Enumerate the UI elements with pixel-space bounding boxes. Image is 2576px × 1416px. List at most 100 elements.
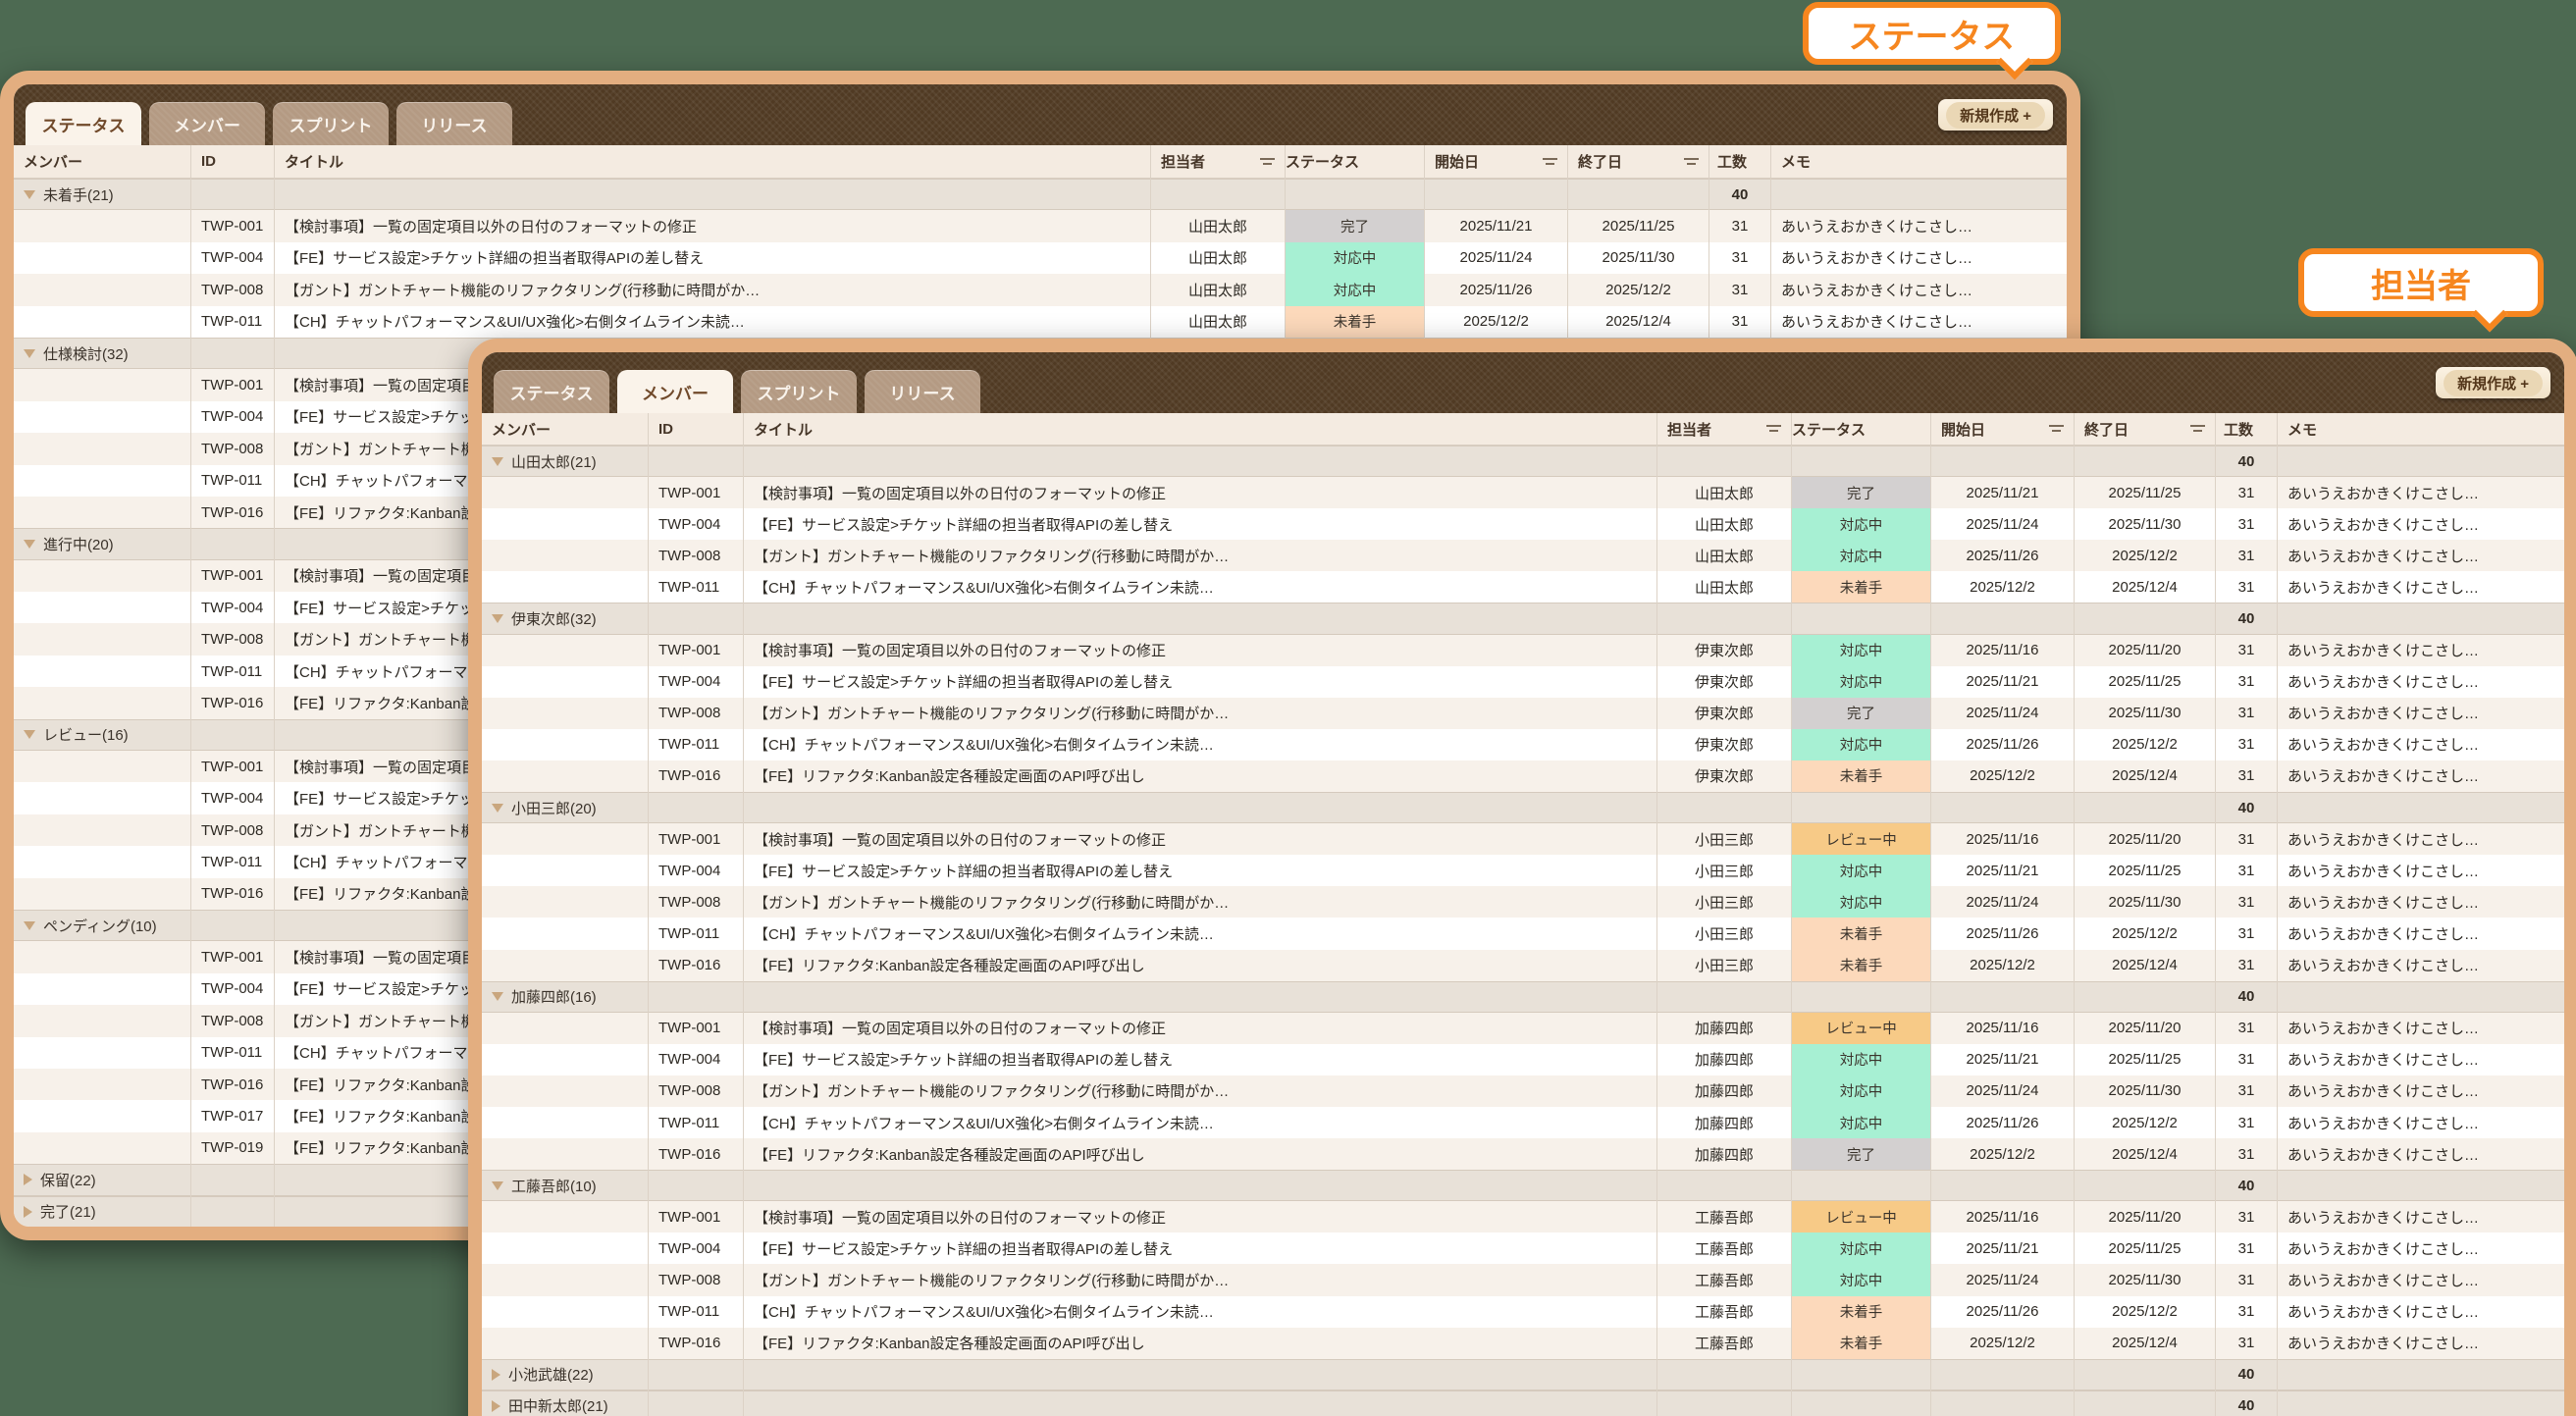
cell-memo: あいうえおかきくけこさし… bbox=[2287, 831, 2480, 849]
chevron-down-icon[interactable] bbox=[492, 614, 503, 624]
filter-icon[interactable] bbox=[1766, 424, 1781, 434]
cell-assignee: 山田太郎 bbox=[1151, 305, 1286, 338]
task-row[interactable]: TWP-001 【検討事項】一覧の固定項目以外の日付のフォーマットの修正 山田太郎完… bbox=[482, 477, 2564, 509]
group-row[interactable]: 未着手(21) 40 bbox=[14, 179, 2067, 211]
task-row[interactable]: TWP-001 【検討事項】一覧の固定項目以外の日付のフォーマットの修正 加藤四郎レ… bbox=[482, 1012, 2564, 1044]
chevron-down-icon[interactable] bbox=[24, 189, 35, 199]
task-row[interactable]: TWP-004 【FE】サービス設定>チケット詳細の担当者取得APIの差し替え 小田… bbox=[482, 855, 2564, 887]
task-row[interactable]: TWP-001 【検討事項】一覧の固定項目以外の日付のフォーマットの修正 小田三郎レ… bbox=[482, 823, 2564, 856]
group-cell-memo bbox=[2278, 603, 2564, 634]
cell-id: TWP-016 bbox=[191, 877, 275, 910]
group-row[interactable]: 山田太郎(21) 40 bbox=[482, 446, 2564, 478]
task-row[interactable]: TWP-011【CH】チャットパフォーマンス&UI/UX強化>右側タイムライン未… bbox=[482, 1295, 2564, 1328]
chevron-right-icon[interactable] bbox=[24, 1174, 32, 1186]
task-row[interactable]: TWP-011【CH】チャットパフォーマンス&UI/UX強化>右側タイムライン未… bbox=[482, 918, 2564, 950]
cell-assignee: 山田太郎 bbox=[1151, 274, 1286, 306]
task-row[interactable]: TWP-004 【FE】サービス設定>チケット詳細の担当者取得APIの差し替え 伊東… bbox=[482, 665, 2564, 698]
task-row[interactable]: TWP-011【CH】チャットパフォーマンス&UI/UX強化>右側タイムライン未… bbox=[482, 1106, 2564, 1139]
filter-icon[interactable] bbox=[1260, 157, 1275, 167]
group-cell-title bbox=[744, 1358, 1657, 1390]
cell-id: TWP-011 bbox=[649, 1106, 744, 1139]
cell-member bbox=[14, 813, 191, 847]
task-row[interactable]: TWP-016 【FE】リファクタ:Kanban設定各種設定画面のAPI呼び出し小… bbox=[482, 949, 2564, 981]
cell-member bbox=[482, 634, 649, 666]
group-row[interactable]: 小田三郎(20) 40 bbox=[482, 792, 2564, 824]
task-row[interactable]: TWP-016 【FE】リファクタ:Kanban設定各種設定画面のAPI呼び出し加… bbox=[482, 1138, 2564, 1171]
cell-member bbox=[482, 823, 649, 856]
task-row[interactable]: TWP-011【CH】チャットパフォーマンス&UI/UX強化>右側タイムライン未… bbox=[482, 728, 2564, 760]
tab-スプリント[interactable]: スプリント bbox=[273, 102, 389, 145]
tab-ステータス[interactable]: ステータス bbox=[26, 102, 141, 145]
cell-title: 【ガント】ガントチャート機能のリファクタリング(行移動に時間がか… bbox=[744, 1264, 1657, 1296]
chevron-down-icon[interactable] bbox=[24, 920, 35, 930]
group-label: 小田三郎(20) bbox=[511, 800, 597, 817]
column-header-start[interactable]: 開始日 bbox=[1425, 145, 1568, 178]
cell-assignee: 山田太郎 bbox=[1657, 540, 1792, 572]
create-new-button[interactable]: 新規作成 + bbox=[1938, 99, 2053, 131]
chevron-right-icon[interactable] bbox=[24, 1205, 32, 1218]
chevron-down-icon[interactable] bbox=[492, 1180, 503, 1190]
tab-リリース[interactable]: リリース bbox=[396, 102, 512, 145]
group-cell-member: 保留(22) bbox=[14, 1164, 191, 1196]
task-row[interactable]: TWP-004 【FE】サービス設定>チケット詳細の担当者取得APIの差し替え 加藤… bbox=[482, 1043, 2564, 1075]
column-header-assignee[interactable]: 担当者 bbox=[1657, 413, 1792, 445]
column-header-assignee[interactable]: 担当者 bbox=[1151, 145, 1286, 178]
tab-メンバー[interactable]: メンバー bbox=[617, 370, 733, 413]
cell-id: TWP-011 bbox=[191, 655, 275, 688]
cell-status: レビュー中 bbox=[1792, 1201, 1931, 1233]
chevron-down-icon[interactable] bbox=[492, 803, 503, 813]
cell-member bbox=[482, 540, 649, 572]
group-cell-end bbox=[2075, 603, 2216, 635]
task-row[interactable]: TWP-008 【ガント】ガントチャート機能のリファクタリング(行移動に時間がか…… bbox=[14, 274, 2067, 306]
task-row[interactable]: TWP-008 【ガント】ガントチャート機能のリファクタリング(行移動に時間がか…… bbox=[482, 886, 2564, 918]
filter-icon[interactable] bbox=[1543, 157, 1557, 167]
task-row[interactable]: TWP-004 【FE】サービス設定>チケット詳細の担当者取得APIの差し替え 山田… bbox=[14, 241, 2067, 275]
cell-status: レビュー中 bbox=[1792, 823, 1931, 856]
chevron-down-icon[interactable] bbox=[492, 456, 503, 466]
group-cell-title bbox=[744, 446, 1657, 478]
cell-title: 【FE】リファクタ:Kanban設定各種設定画面のAPI呼び出し bbox=[744, 1327, 1657, 1359]
task-row[interactable]: TWP-016 【FE】リファクタ:Kanban設定各種設定画面のAPI呼び出し工… bbox=[482, 1327, 2564, 1359]
group-row[interactable]: 加藤四郎(16) 40 bbox=[482, 980, 2564, 1013]
group-row[interactable]: 小池武雄(22) 40 bbox=[482, 1358, 2564, 1390]
tab-スプリント[interactable]: スプリント bbox=[741, 370, 857, 413]
task-row[interactable]: TWP-004 【FE】サービス設定>チケット詳細の担当者取得APIの差し替え 工藤… bbox=[482, 1232, 2564, 1265]
filter-icon[interactable] bbox=[1684, 157, 1699, 167]
chevron-down-icon[interactable] bbox=[492, 992, 503, 1002]
task-row[interactable]: TWP-004 【FE】サービス設定>チケット詳細の担当者取得APIの差し替え 山田… bbox=[482, 508, 2564, 541]
group-row[interactable]: 田中新太郎(21) 40 bbox=[482, 1390, 2564, 1416]
chevron-right-icon[interactable] bbox=[492, 1399, 500, 1412]
group-row[interactable]: 工藤吾郎(10) 40 bbox=[482, 1170, 2564, 1202]
cell-id: TWP-011 bbox=[191, 305, 275, 338]
chevron-down-icon[interactable] bbox=[24, 539, 35, 549]
task-row[interactable]: TWP-008 【ガント】ガントチャート機能のリファクタリング(行移動に時間がか…… bbox=[482, 1075, 2564, 1107]
filter-icon[interactable] bbox=[2049, 424, 2064, 434]
chevron-down-icon[interactable] bbox=[24, 730, 35, 740]
task-row[interactable]: TWP-001 【検討事項】一覧の固定項目以外の日付のフォーマットの修正 山田太郎完… bbox=[14, 210, 2067, 242]
task-row[interactable]: TWP-016 【FE】リファクタ:Kanban設定各種設定画面のAPI呼び出し伊… bbox=[482, 760, 2564, 793]
task-row[interactable]: TWP-008 【ガント】ガントチャート機能のリファクタリング(行移動に時間がか…… bbox=[482, 1264, 2564, 1296]
chevron-right-icon[interactable] bbox=[492, 1368, 500, 1381]
task-row[interactable]: TWP-008 【ガント】ガントチャート機能のリファクタリング(行移動に時間がか…… bbox=[482, 697, 2564, 729]
cell-member bbox=[14, 433, 191, 465]
column-header-end[interactable]: 終了日 bbox=[1568, 145, 1709, 178]
task-row[interactable]: TWP-008 【ガント】ガントチャート機能のリファクタリング(行移動に時間がか…… bbox=[482, 540, 2564, 572]
tab-ステータス[interactable]: ステータス bbox=[494, 370, 609, 413]
group-row[interactable]: 伊東次郎(32) 40 bbox=[482, 603, 2564, 635]
column-header-start[interactable]: 開始日 bbox=[1931, 413, 2075, 445]
tab-メンバー[interactable]: メンバー bbox=[149, 102, 265, 145]
tab-リリース[interactable]: リリース bbox=[865, 370, 980, 413]
task-row[interactable]: TWP-011【CH】チャットパフォーマンス&UI/UX強化>右側タイムライン未… bbox=[482, 571, 2564, 603]
cell-member bbox=[14, 559, 191, 593]
filter-icon[interactable] bbox=[2190, 424, 2205, 434]
create-new-button[interactable]: 新規作成 + bbox=[2436, 367, 2550, 398]
group-label: 進行中(20) bbox=[43, 536, 114, 553]
task-row[interactable]: TWP-001 【検討事項】一覧の固定項目以外の日付のフォーマットの修正 工藤吾郎レ… bbox=[482, 1201, 2564, 1233]
task-row[interactable]: TWP-011【CH】チャットパフォーマンス&UI/UX強化>右側タイムライン未… bbox=[14, 305, 2067, 338]
group-cell-memo bbox=[1771, 179, 2067, 210]
column-header-end[interactable]: 終了日 bbox=[2075, 413, 2216, 445]
cell-start: 2025/11/26 bbox=[1931, 1106, 2075, 1139]
task-row[interactable]: TWP-001 【検討事項】一覧の固定項目以外の日付のフォーマットの修正 伊東次郎対… bbox=[482, 634, 2564, 666]
cell-assignee: 伊東次郎 bbox=[1657, 665, 1792, 698]
chevron-down-icon[interactable] bbox=[24, 348, 35, 358]
